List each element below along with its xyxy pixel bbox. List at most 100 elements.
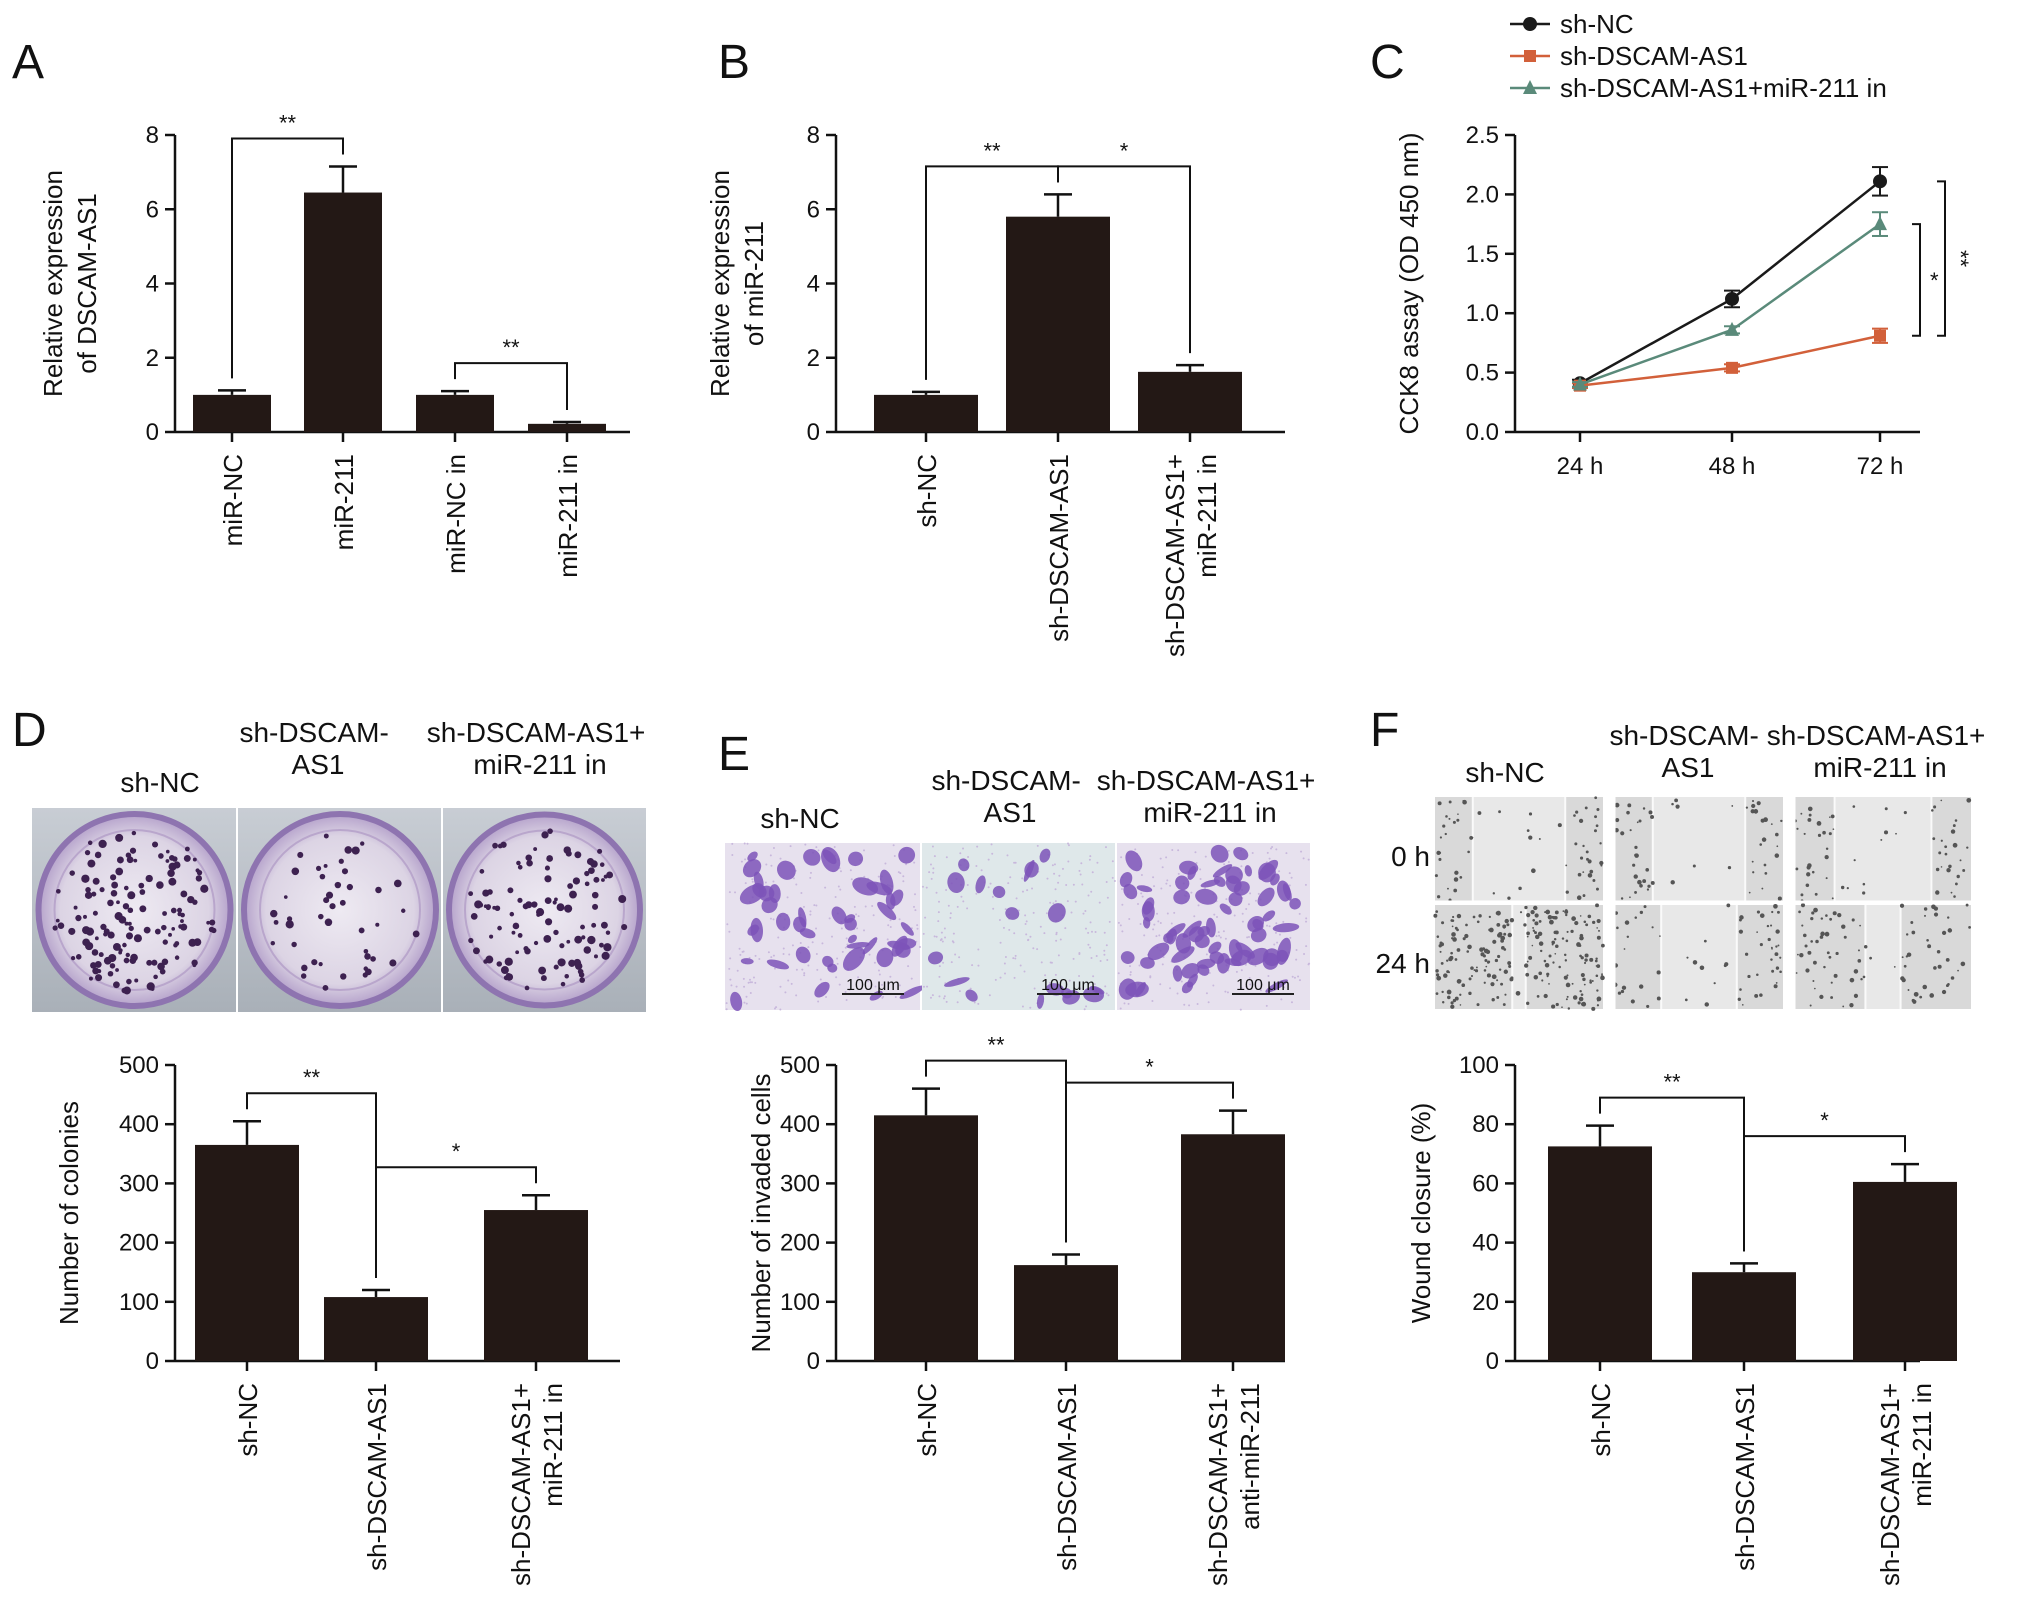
cell-speck	[1531, 868, 1536, 874]
cell-speck	[1440, 961, 1444, 965]
cell-speck	[1905, 955, 1909, 958]
micro-label-sh-nc: sh-NC	[760, 803, 839, 834]
cell-speck	[1626, 935, 1630, 939]
membrane-pore	[750, 981, 753, 984]
cell-speck	[1830, 981, 1833, 984]
membrane-pore	[1111, 876, 1114, 879]
membrane-pore	[1305, 917, 1308, 920]
membrane-pore	[944, 936, 947, 939]
colony-dot	[291, 941, 297, 948]
membrane-pore	[933, 855, 936, 858]
cell-speck	[1554, 910, 1559, 915]
membrane-pore	[816, 968, 819, 971]
invaded-cell	[1210, 844, 1229, 863]
membrane-pore	[789, 845, 792, 848]
membrane-pore	[779, 985, 782, 988]
colony-dot	[285, 920, 294, 929]
cell-speck	[1573, 814, 1576, 817]
cell-speck	[1936, 949, 1941, 954]
membrane-pore	[1098, 901, 1101, 904]
cell-speck	[1482, 954, 1486, 958]
membrane-pore	[928, 871, 931, 874]
colony-dot	[605, 930, 611, 935]
colony-dot	[470, 913, 478, 920]
cell-speck	[1470, 966, 1474, 970]
colony-dot	[195, 868, 200, 873]
membrane-pore	[1105, 992, 1108, 995]
membrane-pore	[878, 973, 881, 976]
membrane-pore	[1251, 852, 1254, 855]
membrane-pore	[1159, 983, 1162, 986]
colony-dot	[389, 959, 397, 967]
y-tick-label: 8	[146, 122, 159, 149]
membrane-pore	[1254, 899, 1257, 902]
colony-dot	[55, 888, 61, 894]
membrane-pore	[845, 937, 848, 940]
membrane-pore	[749, 992, 752, 995]
membrane-pore	[1061, 867, 1064, 870]
membrane-pore	[1074, 900, 1077, 903]
invaded-cell	[846, 942, 870, 949]
colony-dot	[584, 870, 590, 877]
membrane-pore	[1207, 1001, 1210, 1004]
y-tick-label: 20	[1472, 1289, 1499, 1316]
x-category-label: sh-DSCAM-AS1	[1730, 1383, 1760, 1571]
cell-speck	[1457, 813, 1459, 815]
membrane-pore	[1159, 857, 1162, 860]
cell-speck	[1565, 890, 1569, 894]
cell-speck	[1670, 880, 1675, 885]
colony-dot	[116, 856, 124, 864]
colony-dot	[108, 953, 117, 963]
membrane-pore	[892, 844, 895, 847]
cell-speck	[1806, 872, 1811, 877]
invaded-cell	[898, 846, 916, 864]
cell-speck	[1620, 989, 1625, 994]
cell-speck	[1766, 924, 1770, 928]
x-category-label-line: miR-211 in	[1192, 454, 1222, 578]
cell-speck	[1799, 953, 1804, 958]
cell-speck	[1929, 993, 1935, 998]
culture-dish	[35, 811, 234, 1009]
invaded-cell	[1187, 866, 1197, 880]
membrane-pore	[872, 914, 875, 917]
membrane-pore	[1085, 1005, 1088, 1008]
cell-speck	[1534, 921, 1539, 926]
cell-speck	[1800, 903, 1806, 908]
invaded-cell	[1247, 947, 1269, 966]
membrane-pore	[1205, 953, 1208, 956]
membrane-pore	[834, 895, 837, 898]
membrane-pore	[809, 913, 812, 916]
invaded-cell	[866, 881, 893, 896]
membrane-pore	[815, 927, 818, 930]
colony-dot	[483, 904, 488, 909]
cell-speck	[1774, 853, 1780, 858]
membrane-pore	[779, 857, 782, 860]
cell-speck	[1777, 944, 1780, 947]
invaded-cell	[862, 937, 878, 955]
x-category-label: miR-211 in	[553, 454, 583, 578]
membrane-pore	[807, 946, 810, 949]
y-tick-label: 0	[807, 419, 820, 446]
cell-speck	[1820, 917, 1824, 920]
membrane-pore	[1108, 920, 1111, 923]
membrane-pore	[1002, 926, 1005, 929]
cell-speck	[1596, 996, 1602, 1002]
wound-row-label-24h: 24 h	[1376, 948, 1431, 979]
membrane-pore	[1053, 863, 1056, 866]
cell-speck	[1826, 951, 1830, 955]
membrane-pore	[1046, 877, 1049, 880]
cell-speck	[1817, 833, 1822, 838]
colony-dot	[468, 937, 474, 944]
membrane-pore	[945, 856, 948, 859]
cell-speck	[1903, 811, 1907, 815]
cell-speck	[1829, 816, 1831, 818]
membrane-pore	[1204, 887, 1207, 890]
cell-speck	[1435, 973, 1440, 977]
membrane-pore	[902, 880, 905, 883]
membrane-pore	[889, 926, 892, 929]
cell-speck	[1438, 851, 1442, 855]
membrane-pore	[1223, 863, 1226, 866]
cell-speck	[1807, 950, 1812, 955]
x-category-label: miR-211	[329, 454, 359, 550]
